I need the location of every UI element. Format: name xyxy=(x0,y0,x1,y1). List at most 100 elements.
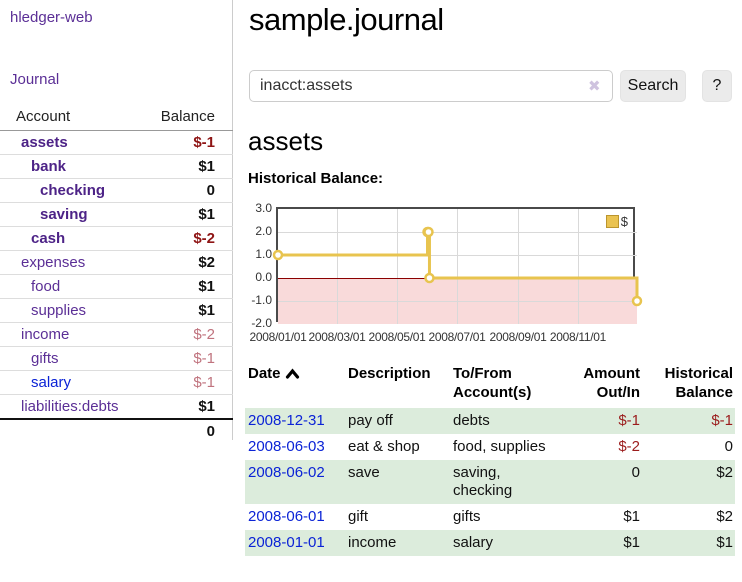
app-brand-link[interactable]: hledger-web xyxy=(10,9,93,26)
data-point-marker xyxy=(424,272,435,284)
account-link-liabilities-debts[interactable]: liabilities:debts xyxy=(21,398,119,415)
account-balance: $1 xyxy=(198,302,215,319)
transaction-balance: $1 xyxy=(716,534,733,551)
legend-label: $ xyxy=(620,214,628,229)
transaction-row: 2008-12-31 pay off debts $-1 $-1 xyxy=(245,408,735,434)
transaction-amount: $-2 xyxy=(618,438,640,455)
account-link-checking[interactable]: checking xyxy=(40,182,106,199)
account-balance: $1 xyxy=(198,278,215,295)
transactions-header-row: Date Description To/From Account(s) Amou… xyxy=(245,361,735,408)
transaction-accounts: gifts xyxy=(453,508,481,525)
transaction-accounts: debts xyxy=(453,412,490,429)
account-balance: $-1 xyxy=(193,374,215,391)
transaction-accounts: food, supplies xyxy=(453,438,546,455)
account-balance: $-2 xyxy=(193,326,215,343)
transaction-balance: $2 xyxy=(716,508,733,525)
x-axis-tick-label: 2008/03/01 xyxy=(308,330,366,344)
transaction-date-link[interactable]: 2008-01-01 xyxy=(248,534,325,551)
chart-title: Historical Balance: xyxy=(248,170,384,187)
column-header-description: Description xyxy=(348,365,431,382)
account-balance: 0 xyxy=(206,182,215,199)
y-axis-tick-label: -1.0 xyxy=(251,293,272,307)
transaction-row: 2008-06-03 eat & shop food, supplies $-2 0 xyxy=(245,434,735,460)
help-button[interactable]: ? xyxy=(702,70,732,102)
transaction-row: 2008-01-01 income salary $1 $1 xyxy=(245,530,735,556)
accounts-total-row: 0 xyxy=(0,418,233,443)
account-row: bank $1 xyxy=(0,154,233,179)
transaction-date-link[interactable]: 2008-06-01 xyxy=(248,508,325,525)
transaction-description: save xyxy=(348,464,380,481)
x-axis-tick-label: 2008/05/01 xyxy=(368,330,426,344)
gridline xyxy=(278,232,637,233)
historical-balance-chart: $ 3.0 2.0 1.0 0.0 -1.0 -2.0 2008/01/01 2008/03… xyxy=(240,201,700,350)
accounts-header-balance: Balance xyxy=(133,106,233,131)
data-point-marker xyxy=(272,249,284,261)
account-link-assets[interactable]: assets xyxy=(21,134,68,151)
accounts-table-header: Account Balance xyxy=(0,106,233,131)
account-balance: $-1 xyxy=(193,350,215,367)
transaction-description: gift xyxy=(348,508,369,525)
column-header-accounts: To/From Account(s) xyxy=(453,365,532,401)
x-axis-tick-label: 2008/07/01 xyxy=(428,330,486,344)
account-link-supplies[interactable]: supplies xyxy=(31,302,87,319)
search-button[interactable]: Search xyxy=(620,70,686,102)
account-link-saving[interactable]: saving xyxy=(40,206,88,223)
account-balance: $1 xyxy=(198,206,215,223)
y-axis-tick-label: 1.0 xyxy=(255,247,272,261)
gridline xyxy=(397,209,398,324)
data-point-marker xyxy=(423,226,434,238)
accounts-table: Account Balance assets $-1 bank $1 checking 0… xyxy=(0,106,233,443)
account-link-salary[interactable]: salary xyxy=(31,374,72,391)
gridline xyxy=(337,209,338,324)
column-header-balance: Historical Balance xyxy=(664,365,733,401)
transaction-accounts: saving, checking xyxy=(453,464,513,499)
account-row: checking 0 xyxy=(0,178,233,203)
transaction-amount: $-1 xyxy=(618,412,640,429)
gridline xyxy=(518,209,519,324)
search-input[interactable] xyxy=(249,70,613,102)
account-link-food[interactable]: food xyxy=(31,278,61,295)
sort-ascending-icon xyxy=(285,365,300,384)
account-row: income $-2 xyxy=(0,322,233,347)
column-header-date[interactable]: Date xyxy=(245,361,345,408)
transaction-date-link[interactable]: 2008-12-31 xyxy=(248,412,325,429)
account-link-gifts[interactable]: gifts xyxy=(31,350,59,367)
transaction-description: income xyxy=(348,534,397,551)
transaction-amount: $1 xyxy=(623,508,640,525)
y-axis-tick-label: 3.0 xyxy=(255,201,272,215)
accounts-header-account: Account xyxy=(0,106,134,131)
chart-plot-area: $ xyxy=(272,207,643,324)
page-title: sample.journal xyxy=(249,2,444,37)
column-header-amount: Amount Out/In xyxy=(583,365,640,401)
account-link-expenses[interactable]: expenses xyxy=(21,254,86,271)
account-balance: $-2 xyxy=(193,230,215,247)
x-axis-tick-label: 2008/09/01 xyxy=(489,330,547,344)
account-balance: $1 xyxy=(198,158,215,175)
transaction-row: 2008-06-01 gift gifts $1 $2 xyxy=(245,504,735,530)
transaction-accounts: salary xyxy=(453,534,494,551)
transaction-description: eat & shop xyxy=(348,438,420,455)
account-row: salary $-1 xyxy=(0,370,233,395)
clear-search-icon[interactable]: ✖ xyxy=(588,78,601,95)
x-axis-tick-label: 2008/11/01 xyxy=(549,330,607,344)
account-row: saving $1 xyxy=(0,202,233,227)
chart-legend: $ xyxy=(605,214,628,229)
account-balance: $1 xyxy=(198,398,215,415)
account-link-cash[interactable]: cash xyxy=(31,230,66,247)
account-link-bank[interactable]: bank xyxy=(31,158,67,175)
current-account-heading: assets xyxy=(248,126,324,156)
transactions-table: Date Description To/From Account(s) Amou… xyxy=(245,361,735,556)
transaction-balance: 0 xyxy=(724,438,733,455)
transaction-description: pay off xyxy=(348,412,393,429)
transaction-balance: $2 xyxy=(716,464,733,481)
account-link-income[interactable]: income xyxy=(21,326,70,343)
y-axis-tick-label: 2.0 xyxy=(255,224,272,238)
account-row: supplies $1 xyxy=(0,298,233,323)
sidebar-item-journal[interactable]: Journal xyxy=(10,71,60,88)
account-balance: $-1 xyxy=(193,134,215,151)
transaction-date-link[interactable]: 2008-06-02 xyxy=(248,464,325,481)
transaction-date-link[interactable]: 2008-06-03 xyxy=(248,438,325,455)
gridline xyxy=(457,209,458,324)
account-row: gifts $-1 xyxy=(0,346,233,371)
account-row: liabilities:debts $1 xyxy=(0,395,233,420)
